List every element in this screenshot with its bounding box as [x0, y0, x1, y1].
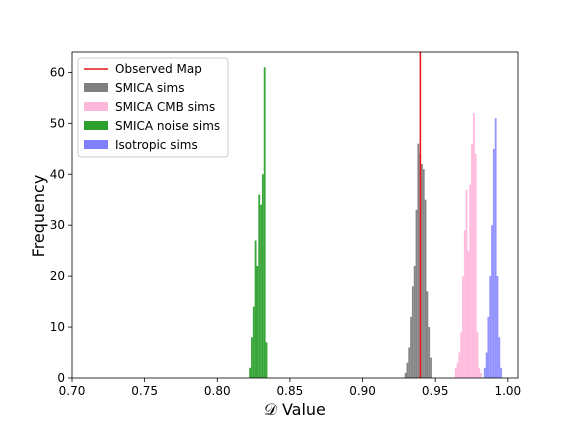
histogram-bar — [465, 189, 468, 378]
legend-label-smica-sims: SMICA sims — [115, 81, 184, 95]
x-tick-label: 0.90 — [349, 384, 376, 398]
histogram-bar — [494, 118, 497, 378]
histogram-bar — [249, 367, 252, 378]
histogram-bar — [478, 367, 481, 378]
histogram-bar — [500, 367, 503, 378]
histogram-bar — [462, 276, 464, 378]
x-tick-label: 0.95 — [422, 384, 449, 398]
x-tick-label: 0.70 — [59, 384, 86, 398]
histogram-bar — [480, 372, 483, 378]
histogram-bar — [496, 276, 499, 378]
histogram-bar — [456, 362, 459, 378]
legend-label-observed-map: Observed Map — [115, 62, 202, 76]
histogram-bar — [485, 352, 488, 378]
legend-label-isotropic-sims: Isotropic sims — [115, 138, 198, 152]
histogram-bar — [483, 367, 486, 378]
histogram-bar — [458, 352, 461, 378]
legend-swatch-smica-cmb-sims — [84, 102, 108, 111]
histogram-bar — [472, 113, 475, 378]
histogram-bar — [410, 316, 412, 378]
y-tick-label: 60 — [50, 65, 65, 79]
histogram-bar — [256, 265, 259, 378]
histogram-bar — [469, 184, 472, 378]
plot-frame — [71, 51, 519, 379]
histogram-bar — [408, 347, 411, 378]
histogram-bar — [417, 143, 420, 378]
histogram-bar — [471, 143, 473, 378]
y-tick-label: 30 — [50, 218, 65, 232]
y-axis: 0 10 20 30 40 50 60 — [50, 65, 72, 385]
y-tick-label: 10 — [50, 320, 65, 334]
x-axis-label: 𝒟 Value — [264, 400, 326, 419]
histogram-bars — [249, 67, 503, 378]
histogram-bar — [454, 367, 457, 378]
histogram-bar — [406, 362, 409, 378]
series-smica-cmb-sims — [454, 113, 483, 378]
histogram-bar — [258, 194, 261, 378]
legend-swatch-isotropic-sims — [84, 140, 108, 149]
histogram-bar — [260, 204, 262, 378]
histogram-bar — [491, 225, 493, 378]
legend-swatch-smica-sims — [84, 83, 108, 92]
histogram-bar — [476, 332, 479, 378]
y-tick-label: 20 — [50, 269, 65, 283]
histogram-bar — [422, 169, 425, 378]
histogram-bar — [424, 199, 427, 378]
x-tick-label: 0.85 — [277, 384, 304, 398]
y-tick-label: 0 — [57, 371, 65, 385]
histogram-bar — [460, 332, 463, 378]
legend: Observed Map SMICA sims SMICA CMB sims S… — [77, 57, 229, 158]
histogram-bar — [489, 276, 492, 378]
y-tick-label: 50 — [50, 116, 65, 130]
histogram-bar — [251, 337, 253, 378]
histogram-bar — [404, 372, 407, 378]
histogram-bar — [463, 230, 466, 378]
histogram-bar — [252, 306, 255, 378]
y-axis-label: Frequency — [29, 175, 48, 258]
legend-swatch-smica-noise-sims — [84, 121, 108, 130]
histogram-bar — [492, 148, 495, 378]
series-smica-sims — [404, 143, 432, 378]
series-smica-noise-sims — [249, 67, 268, 378]
x-tick-label: 0.75 — [131, 384, 158, 398]
histogram-bar — [426, 291, 429, 378]
x-tick-label: 1.00 — [494, 384, 521, 398]
histogram-bar — [411, 286, 414, 378]
legend-box — [77, 57, 229, 158]
plot-area: 0.70 0.75 0.80 0.85 0.90 0.95 1.00 0 10 20 30 40 50… — [50, 51, 521, 398]
histogram-bar — [413, 265, 416, 378]
histogram-bar — [487, 316, 490, 378]
legend-label-smica-noise-sims: SMICA noise sims — [115, 119, 220, 133]
series-isotropic-sims — [483, 118, 503, 378]
histogram-bar — [421, 164, 423, 378]
x-axis: 0.70 0.75 0.80 0.85 0.90 0.95 1.00 — [59, 378, 521, 398]
legend-label-smica-cmb-sims: SMICA CMB sims — [115, 100, 215, 114]
histogram-bar — [430, 357, 432, 378]
histogram-bar — [467, 250, 470, 378]
histogram-bar — [415, 209, 418, 378]
histogram-bar — [261, 174, 264, 378]
histogram-bar — [265, 342, 268, 378]
histogram-bar — [498, 337, 501, 378]
histogram-bar — [254, 240, 257, 378]
histogram-bar — [474, 153, 477, 378]
histogram-bar — [428, 327, 431, 378]
x-tick-label: 0.80 — [204, 384, 231, 398]
histogram-bar — [263, 67, 266, 378]
y-tick-label: 40 — [50, 167, 65, 181]
